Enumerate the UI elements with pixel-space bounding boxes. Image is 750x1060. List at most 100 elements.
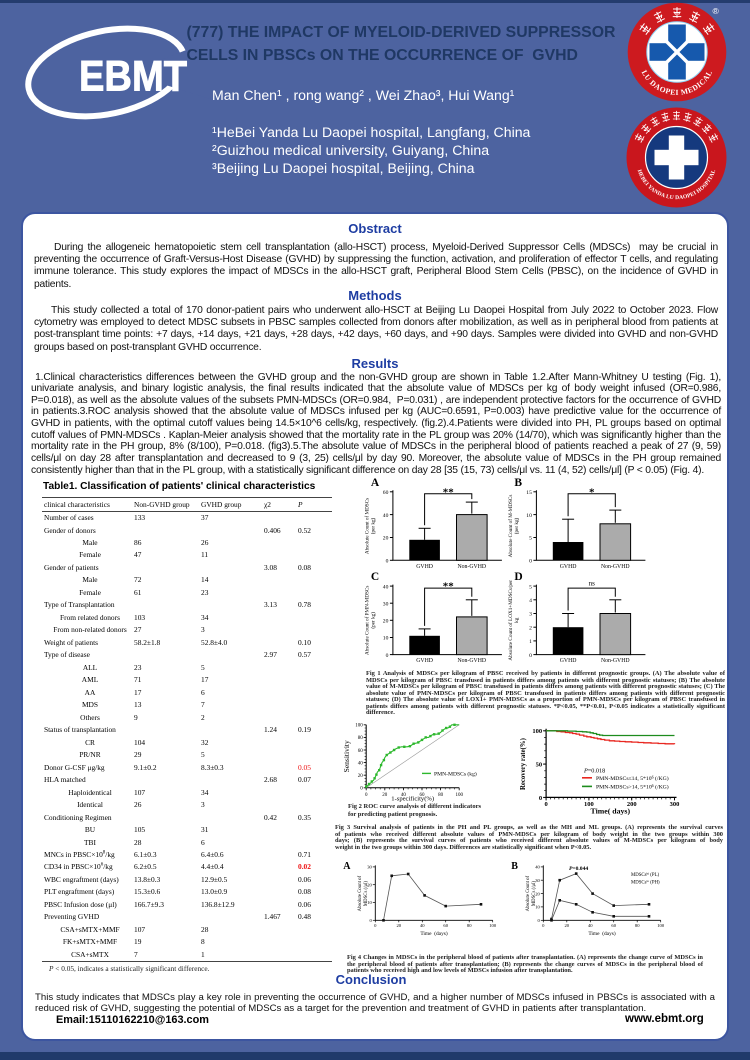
svg-text:*: * xyxy=(589,486,595,498)
svg-text:40: 40 xyxy=(383,584,389,590)
svg-text:30: 30 xyxy=(383,601,389,607)
svg-text:100: 100 xyxy=(355,724,363,729)
svg-text:40: 40 xyxy=(383,513,389,519)
svg-text:MDSCs (/μl): MDSCs (/μl) xyxy=(364,881,369,906)
svg-text:Non-GVHD: Non-GVHD xyxy=(601,658,630,664)
svg-text:Time (days): Time (days) xyxy=(588,930,616,937)
svg-text:Non-GVHD: Non-GVHD xyxy=(457,564,486,570)
svg-text:20: 20 xyxy=(383,619,389,625)
svg-text:0: 0 xyxy=(544,801,547,808)
svg-text:1-specificity(%): 1-specificity(%) xyxy=(391,796,434,803)
svg-text:**: ** xyxy=(443,581,455,593)
svg-text:60: 60 xyxy=(611,923,616,928)
svg-text:ns: ns xyxy=(589,580,596,588)
svg-text:EBMT: EBMT xyxy=(79,52,187,100)
svg-text:20: 20 xyxy=(382,793,388,798)
svg-text:0: 0 xyxy=(374,923,377,928)
svg-text:20: 20 xyxy=(367,882,372,887)
svg-text:MDSCs (/μl): MDSCs (/μl) xyxy=(532,881,537,906)
svg-text:0: 0 xyxy=(542,923,545,928)
svg-text:100: 100 xyxy=(455,793,463,798)
svg-text:Absolute Count of MDSCs: Absolute Count of MDSCs xyxy=(364,498,371,554)
svg-text:MDSCslo (PH): MDSCslo (PH) xyxy=(631,879,660,885)
svg-text:60: 60 xyxy=(358,749,364,754)
svg-text:60: 60 xyxy=(383,490,389,496)
svg-text:5: 5 xyxy=(529,536,532,542)
svg-text:0: 0 xyxy=(386,653,389,659)
svg-text:P=0.018: P=0.018 xyxy=(583,768,605,775)
svg-text:20: 20 xyxy=(397,923,402,928)
svg-text:30: 30 xyxy=(367,865,372,870)
svg-text:80: 80 xyxy=(467,923,472,928)
svg-text:Recovery rate(%): Recovery rate(%) xyxy=(520,738,527,790)
svg-text:0: 0 xyxy=(360,787,363,792)
svg-text:0: 0 xyxy=(529,559,532,565)
svg-text:GVHD: GVHD xyxy=(560,658,577,664)
svg-text:Non-GVHD: Non-GVHD xyxy=(457,658,486,664)
svg-text:40: 40 xyxy=(401,793,407,798)
svg-text:Absolute Count of: Absolute Count of xyxy=(358,875,363,911)
svg-text:PMN-MDSCs>14, 5*106 (/KG): PMN-MDSCs>14, 5*106 (/KG) xyxy=(596,783,669,791)
svg-text:0: 0 xyxy=(386,559,389,565)
svg-text:(per kg): (per kg) xyxy=(513,517,520,534)
svg-text:60: 60 xyxy=(420,793,426,798)
svg-text:40: 40 xyxy=(358,761,364,766)
svg-text:B: B xyxy=(514,477,522,489)
svg-text:20: 20 xyxy=(535,891,540,896)
svg-text:Time (days): Time (days) xyxy=(420,930,448,937)
svg-text:0: 0 xyxy=(365,793,368,798)
svg-text:80: 80 xyxy=(438,793,444,798)
svg-text:2: 2 xyxy=(529,625,532,631)
svg-text:100: 100 xyxy=(657,923,665,928)
svg-text:MDSCshi (PL): MDSCshi (PL) xyxy=(631,872,660,878)
svg-text:A: A xyxy=(371,477,380,489)
svg-text:Absolute Count of PMN-MDSCs: Absolute Count of PMN-MDSCs xyxy=(364,586,371,655)
svg-text:P=0.044: P=0.044 xyxy=(569,866,588,872)
svg-text:(per kg): (per kg) xyxy=(370,612,377,629)
svg-text:0: 0 xyxy=(370,918,373,923)
svg-text:®: ® xyxy=(713,6,720,16)
svg-text:GVHD: GVHD xyxy=(416,564,433,570)
svg-text:Non-GVHD: Non-GVHD xyxy=(601,564,630,570)
svg-text:0: 0 xyxy=(529,653,532,659)
svg-text:4: 4 xyxy=(529,598,532,604)
svg-text:80: 80 xyxy=(358,736,364,741)
svg-text:GVHD: GVHD xyxy=(560,564,577,570)
svg-text:Absolute Count of LOX1+MDSCs/p: Absolute Count of LOX1+MDSCs/per xyxy=(507,580,514,661)
svg-text:100: 100 xyxy=(489,923,497,928)
svg-text:40: 40 xyxy=(588,923,593,928)
svg-text:0: 0 xyxy=(538,918,541,923)
svg-text:PMN-MDSCs≤14, 5*106 (/KG): PMN-MDSCs≤14, 5*106 (/KG) xyxy=(596,775,669,783)
svg-text:10: 10 xyxy=(535,905,540,910)
svg-text:Absolute Count of: Absolute Count of xyxy=(526,875,531,911)
svg-text:kg: kg xyxy=(514,617,520,623)
svg-text:(per kg): (per kg) xyxy=(370,517,377,534)
svg-text:100: 100 xyxy=(584,801,594,808)
svg-text:40: 40 xyxy=(420,923,425,928)
svg-text:20: 20 xyxy=(383,536,389,542)
svg-text:60: 60 xyxy=(443,923,448,928)
svg-text:5: 5 xyxy=(529,584,532,590)
svg-text:Time( days): Time( days) xyxy=(591,807,631,816)
svg-text:10: 10 xyxy=(367,900,372,905)
svg-text:3: 3 xyxy=(529,612,532,618)
svg-text:PMN-MDSCs (kg): PMN-MDSCs (kg) xyxy=(434,770,477,777)
svg-text:A: A xyxy=(343,861,351,872)
svg-text:0: 0 xyxy=(539,795,542,802)
svg-text:1: 1 xyxy=(529,639,532,645)
svg-text:200: 200 xyxy=(627,801,637,808)
svg-text:50: 50 xyxy=(536,762,543,769)
svg-text:15: 15 xyxy=(526,490,532,496)
svg-text:GVHD: GVHD xyxy=(416,658,433,664)
svg-text:Sensitivity: Sensitivity xyxy=(342,740,351,772)
svg-text:300: 300 xyxy=(670,801,680,808)
svg-text:20: 20 xyxy=(565,923,570,928)
svg-text:40: 40 xyxy=(535,865,540,870)
svg-text:10: 10 xyxy=(526,513,532,519)
svg-text:20: 20 xyxy=(358,774,364,779)
svg-text:10: 10 xyxy=(383,636,389,642)
svg-text:C: C xyxy=(371,571,379,583)
svg-text:100: 100 xyxy=(532,728,542,735)
svg-text:30: 30 xyxy=(535,878,540,883)
svg-text:B: B xyxy=(511,861,518,872)
